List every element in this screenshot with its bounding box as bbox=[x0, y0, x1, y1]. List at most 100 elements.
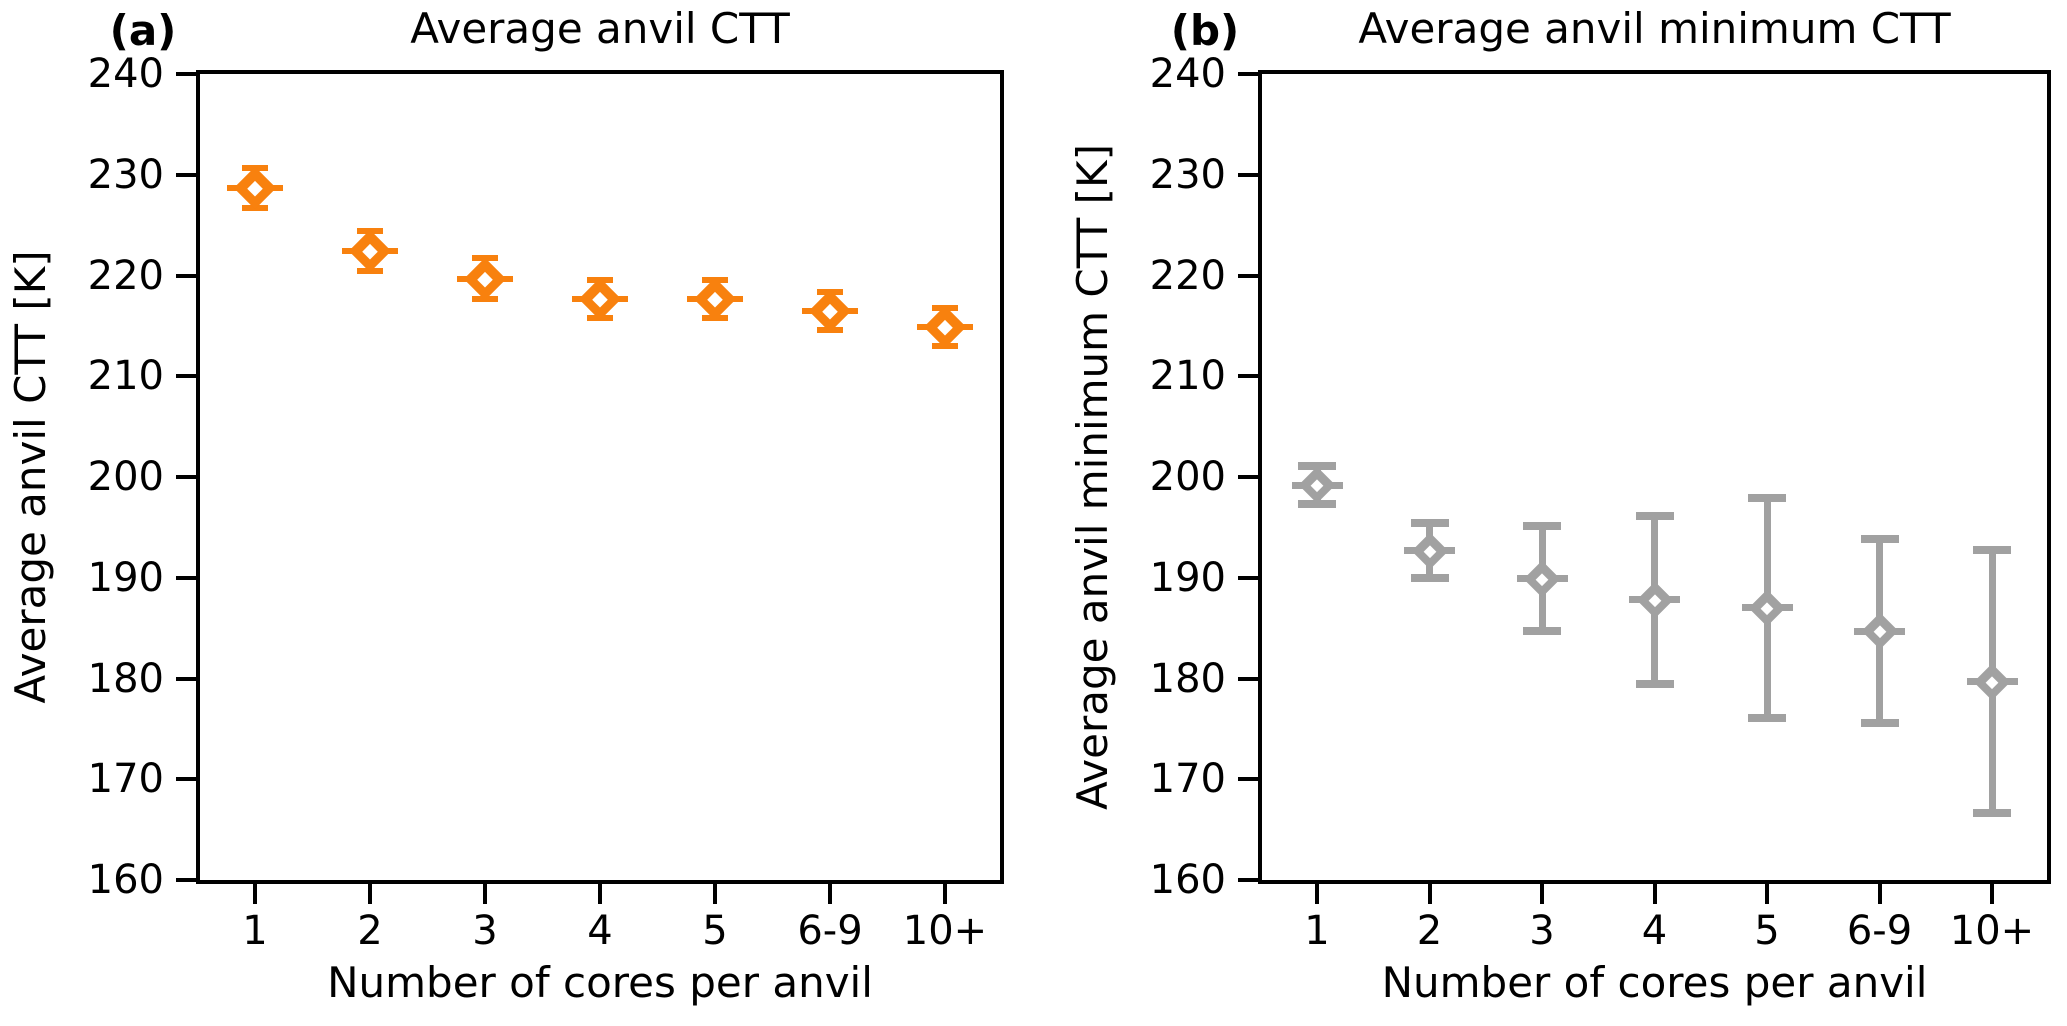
diamond-marker-core bbox=[1648, 593, 1661, 607]
panel-a-title: Average anvil CTT bbox=[410, 4, 790, 53]
panel-b-x-axis-label: Number of cores per anvil bbox=[1381, 958, 1928, 1007]
error-bar-cap-bottom bbox=[1410, 573, 1449, 582]
y-tick-label: 200 bbox=[1149, 454, 1226, 500]
y-axis-tick bbox=[1238, 475, 1262, 479]
x-axis-tick bbox=[598, 880, 602, 904]
x-axis-tick bbox=[1765, 880, 1769, 904]
diamond-marker bbox=[1748, 589, 1786, 627]
y-axis-tick bbox=[176, 273, 200, 278]
y-axis-tick bbox=[176, 878, 200, 882]
error-bar-cap-top bbox=[1298, 461, 1336, 470]
y-tick-label: 190 bbox=[1149, 554, 1226, 601]
x-axis-tick bbox=[253, 880, 257, 904]
diamond-marker bbox=[693, 277, 737, 320]
x-tick-label: 6-9 bbox=[797, 908, 863, 954]
x-tick-label: 3 bbox=[472, 908, 498, 954]
x-tick-label: 5 bbox=[1754, 908, 1780, 954]
y-axis-tick bbox=[176, 172, 200, 177]
diamond-marker-core bbox=[362, 243, 378, 260]
y-tick-label: 170 bbox=[1149, 756, 1226, 803]
error-bar-cap-bottom bbox=[1523, 627, 1561, 636]
error-bar-cap-top bbox=[1973, 545, 2011, 554]
x-tick-label: 6-9 bbox=[1846, 908, 1913, 954]
x-tick-label: 2 bbox=[1416, 908, 1443, 954]
diamond-marker-core bbox=[592, 290, 608, 307]
x-tick-label: 4 bbox=[587, 908, 613, 954]
y-axis-tick bbox=[1238, 273, 1262, 278]
y-axis-tick bbox=[1238, 72, 1262, 76]
x-axis-tick bbox=[713, 880, 717, 904]
panel-a-x-axis-label: Number of cores per anvil bbox=[327, 958, 873, 1007]
y-tick-label: 220 bbox=[87, 252, 164, 299]
y-tick-label: 160 bbox=[87, 857, 164, 903]
x-axis-tick bbox=[1990, 880, 1994, 904]
y-tick-label: 200 bbox=[87, 454, 164, 500]
diamond-marker bbox=[1636, 581, 1673, 619]
y-axis-tick bbox=[176, 676, 200, 681]
diamond-marker bbox=[233, 166, 277, 210]
y-tick-label: 230 bbox=[1149, 151, 1226, 198]
y-tick-label: 210 bbox=[87, 353, 164, 400]
x-axis-tick bbox=[943, 880, 947, 904]
error-bar-cap-top bbox=[1635, 512, 1674, 521]
diamond-marker-core bbox=[822, 302, 838, 319]
y-axis-tick bbox=[1238, 575, 1262, 580]
x-axis-tick bbox=[1652, 880, 1657, 904]
diamond-marker-core bbox=[477, 270, 493, 287]
diamond-marker bbox=[348, 230, 392, 273]
panel-a-label: (a) bbox=[109, 6, 177, 55]
panel-b-label: (b) bbox=[1170, 6, 1240, 55]
x-tick-label: 4 bbox=[1641, 908, 1668, 954]
diamond-marker-core bbox=[1873, 624, 1886, 638]
error-bar-cap-bottom bbox=[1860, 718, 1899, 727]
x-axis-tick bbox=[1315, 880, 1319, 904]
panel-b-plot-area: 160 170 180 190 200 210 220 230 240 1 2 3 4 5 6-9 10+ bbox=[1150, 53, 2051, 952]
diamond-marker-core bbox=[1535, 572, 1549, 586]
diamond-marker bbox=[1861, 612, 1898, 650]
y-axis-tick bbox=[176, 777, 200, 782]
diamond-marker-core bbox=[1760, 601, 1774, 615]
panel-a-y-axis-label: Average anvil CTT [K] bbox=[6, 250, 55, 704]
x-tick-label: 5 bbox=[702, 908, 728, 954]
x-axis-tick bbox=[368, 880, 372, 904]
x-tick-label: 1 bbox=[1304, 908, 1330, 954]
diamond-marker bbox=[1523, 560, 1561, 598]
error-bar-cap-bottom bbox=[1298, 500, 1336, 509]
y-axis-tick bbox=[1238, 374, 1262, 379]
panel-b-title: Average anvil minimum CTT bbox=[1358, 4, 1951, 53]
y-axis-tick bbox=[176, 72, 200, 76]
panel-b-y-axis-label: Average anvil minimum CTT [K] bbox=[1068, 144, 1117, 810]
y-axis-tick bbox=[176, 475, 200, 479]
x-tick-label: 3 bbox=[1529, 908, 1555, 954]
x-tick-label: 10+ bbox=[1949, 908, 2035, 954]
y-axis-tick bbox=[1238, 676, 1262, 681]
y-tick-label: 190 bbox=[87, 554, 164, 601]
y-axis-tick bbox=[1238, 878, 1262, 882]
error-bar-cap-top bbox=[1523, 522, 1561, 531]
x-tick-label: 2 bbox=[357, 908, 383, 954]
y-tick-label: 180 bbox=[87, 655, 164, 702]
error-bar-cap-bottom bbox=[1748, 713, 1786, 722]
error-bar-cap-top bbox=[1748, 494, 1786, 503]
y-tick-label: 180 bbox=[1149, 655, 1226, 702]
x-tick-label: 1 bbox=[242, 908, 268, 954]
diamond-marker bbox=[1411, 532, 1448, 569]
error-bar-cap-top bbox=[1860, 535, 1899, 544]
error-bar-cap-bottom bbox=[1973, 809, 2011, 818]
panel-a-plot-area: 160 170 180 190 200 210 220 230 240 1 2 3 4 5 6-9 10+ bbox=[88, 53, 1004, 952]
diamond-marker-core bbox=[937, 319, 953, 335]
x-axis-tick bbox=[1427, 880, 1432, 904]
error-bar-cap-bottom bbox=[1635, 679, 1674, 688]
y-tick-label: 210 bbox=[1149, 353, 1226, 400]
error-bar-cap-top bbox=[1410, 519, 1449, 528]
x-axis-tick bbox=[1540, 880, 1544, 904]
x-tick-label: 10+ bbox=[902, 908, 988, 954]
y-tick-label: 240 bbox=[87, 51, 164, 97]
x-axis-tick bbox=[483, 880, 487, 904]
diamond-marker-core bbox=[1310, 478, 1324, 492]
x-axis-tick bbox=[1877, 880, 1882, 904]
diamond-marker bbox=[808, 289, 852, 332]
diamond-marker-core bbox=[1985, 675, 1999, 688]
y-axis-tick bbox=[176, 575, 200, 580]
